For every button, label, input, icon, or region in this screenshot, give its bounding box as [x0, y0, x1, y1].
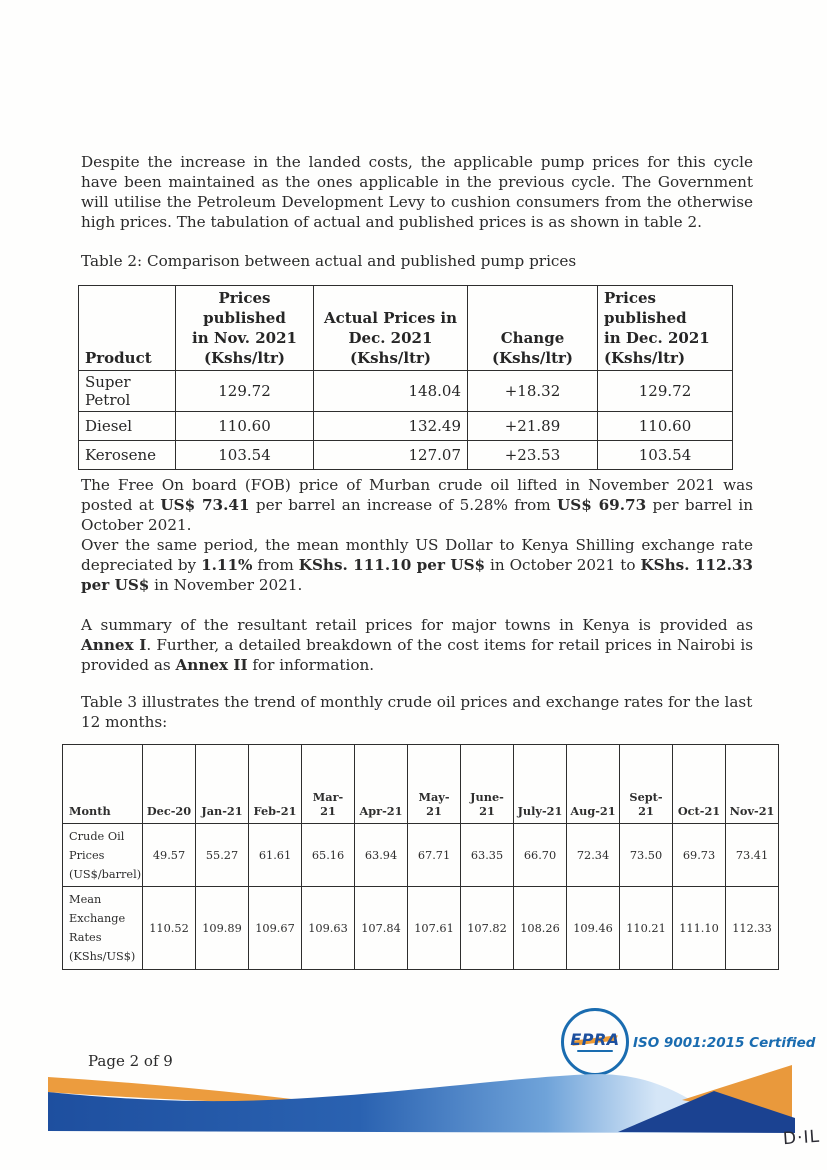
- table-cell: 67.71: [407, 823, 461, 887]
- table-cell: 63.35: [460, 823, 514, 887]
- handwritten-mark: D·IL: [782, 1126, 821, 1150]
- table-row: Diesel 110.60 132.49 +21.89 110.60: [78, 411, 733, 441]
- table-cell: 109.63: [301, 886, 355, 970]
- table-cell: Nov-21: [725, 744, 779, 824]
- table-cell: Oct-21: [672, 744, 726, 824]
- table2-header-change: Change (Kshs/ltr): [467, 285, 598, 371]
- table-cell: 110.21: [619, 886, 673, 970]
- paragraph-text: Despite the increase in the landed costs…: [81, 153, 753, 231]
- table-2-pump-prices: Product Prices published in Nov. 2021 (K…: [78, 285, 733, 470]
- table3-caption: Table 3 illustrates the trend of monthly…: [81, 693, 753, 731]
- table3-month-row: Month Dec-20 Jan-21 Feb-21 Mar-21 Apr-21…: [62, 744, 779, 824]
- table-cell: 107.61: [407, 886, 461, 970]
- table-cell: July-21: [513, 744, 567, 824]
- paragraph-fob: The Free On board (FOB) price of Murban …: [81, 476, 753, 534]
- table2-header-row: Product Prices published in Nov. 2021 (K…: [78, 285, 733, 371]
- wave-blue-band: [48, 1074, 740, 1133]
- table-cell: 49.57: [142, 823, 196, 887]
- table-cell: 109.89: [195, 886, 249, 970]
- table2-header-nov: Prices published in Nov. 2021 (Kshs/ltr): [175, 285, 314, 371]
- table-cell: Kerosene: [78, 440, 176, 470]
- paragraph-exchange: Over the same period, the mean monthly U…: [81, 536, 753, 594]
- table3-crude-label: Crude Oil Prices (US$/barrel): [62, 823, 143, 887]
- table-cell: 107.84: [354, 886, 408, 970]
- table-cell: 110.60: [175, 411, 314, 441]
- table2-header-dec: Prices published in Dec. 2021 (Kshs/ltr): [597, 285, 733, 371]
- table-cell: June-21: [460, 744, 514, 824]
- table-cell: 66.70: [513, 823, 567, 887]
- table3-exchange-label: Mean Exchange Rates (KShs/US$): [62, 886, 143, 970]
- iso-certification-label: ISO 9001:2015 Certified: [633, 1035, 816, 1051]
- table-cell: 107.82: [460, 886, 514, 970]
- table-cell: Jan-21: [195, 744, 249, 824]
- paragraph-intro: Despite the increase in the landed costs…: [81, 152, 753, 232]
- wave-orange-right: [682, 1065, 792, 1121]
- table-cell: May-21: [407, 744, 461, 824]
- epra-logo: EPRA: [561, 1008, 629, 1076]
- table-cell: Super Petrol: [78, 370, 176, 412]
- table-cell: 103.54: [175, 440, 314, 470]
- table-cell: 63.94: [354, 823, 408, 887]
- table-cell: 72.34: [566, 823, 620, 887]
- table-cell: 127.07: [313, 440, 468, 470]
- table-cell: +18.32: [467, 370, 598, 412]
- table-cell: 132.49: [313, 411, 468, 441]
- paragraph-annex: A summary of the resultant retail prices…: [81, 616, 753, 674]
- page-number: Page 2 of 9: [88, 1052, 173, 1070]
- table-cell: 108.26: [513, 886, 567, 970]
- table-cell: 73.41: [725, 823, 779, 887]
- table-row: Super Petrol 129.72 148.04 +18.32 129.72: [78, 370, 733, 412]
- epra-logo-text: EPRA: [570, 1029, 620, 1049]
- table-cell: 110.52: [142, 886, 196, 970]
- table2-caption: Table 2: Comparison between actual and p…: [81, 252, 576, 270]
- table-cell: 129.72: [597, 370, 733, 412]
- table-3-crude-oil-exchange: Month Dec-20 Jan-21 Feb-21 Mar-21 Apr-21…: [62, 744, 779, 970]
- table-cell: 103.54: [597, 440, 733, 470]
- table-row: Kerosene 103.54 127.07 +23.53 103.54: [78, 440, 733, 470]
- table-cell: 110.60: [597, 411, 733, 441]
- table-cell: Diesel: [78, 411, 176, 441]
- table-cell: 148.04: [313, 370, 468, 412]
- table-cell: 73.50: [619, 823, 673, 887]
- logo-underline: [577, 1049, 613, 1053]
- table-cell: 111.10: [672, 886, 726, 970]
- caption-text: Table 2: Comparison between actual and p…: [81, 252, 577, 270]
- table2-header-product: Product: [78, 285, 176, 371]
- table-cell: 129.72: [175, 370, 314, 412]
- table-cell: 109.67: [248, 886, 302, 970]
- table-cell: 61.61: [248, 823, 302, 887]
- table-cell: +21.89: [467, 411, 598, 441]
- table-cell: Sept-21: [619, 744, 673, 824]
- table3-exchange-row: Mean Exchange Rates (KShs/US$) 110.52 10…: [62, 886, 779, 970]
- wave-navy-triangle: [618, 1091, 795, 1133]
- table2-header-actual: Actual Prices in Dec. 2021 (Kshs/ltr): [313, 285, 468, 371]
- table-cell: +23.53: [467, 440, 598, 470]
- table-cell: Aug-21: [566, 744, 620, 824]
- table-cell: 112.33: [725, 886, 779, 970]
- table-cell: Mar-21: [301, 744, 355, 824]
- table-cell: Dec-20: [142, 744, 196, 824]
- table-cell: 109.46: [566, 886, 620, 970]
- table-cell: 65.16: [301, 823, 355, 887]
- table-cell: Feb-21: [248, 744, 302, 824]
- table-cell: 55.27: [195, 823, 249, 887]
- table3-crude-row: Crude Oil Prices (US$/barrel) 49.57 55.2…: [62, 823, 779, 887]
- table-cell: Apr-21: [354, 744, 408, 824]
- table-cell: 69.73: [672, 823, 726, 887]
- table3-month-label: Month: [62, 744, 143, 824]
- footer-wave-graphic: [48, 1065, 795, 1133]
